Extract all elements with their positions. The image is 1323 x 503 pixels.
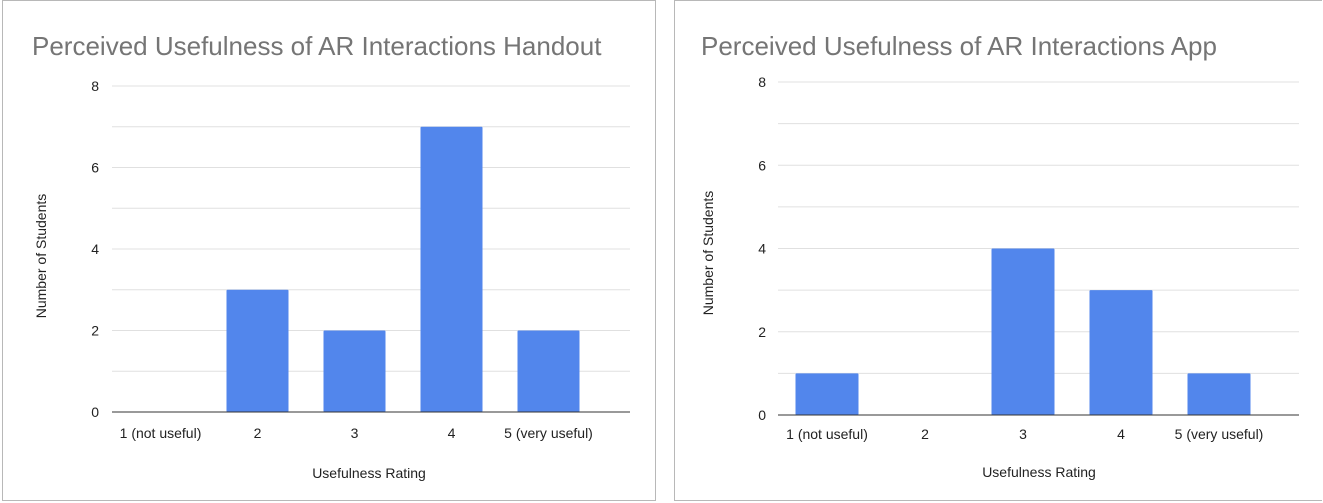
x-category-label: 5 (very useful) <box>504 425 593 441</box>
y-axis-label: Number of Students <box>33 194 49 319</box>
x-category-label: 1 (not useful) <box>120 425 202 441</box>
y-tick-label: 8 <box>91 78 99 94</box>
x-category-label: 1 (not useful) <box>786 426 868 442</box>
bar-4 <box>420 126 483 412</box>
chart-panel-handout: Perceived Usefulness of AR Interactions … <box>2 0 656 501</box>
bar-4 <box>1089 290 1153 415</box>
x-category-label: 2 <box>921 426 929 442</box>
y-tick-label: 0 <box>758 407 766 423</box>
y-tick-label: 0 <box>91 404 99 420</box>
y-tick-label: 2 <box>91 323 99 339</box>
y-axis-label: Number of Students <box>700 191 716 316</box>
bar-5 <box>1187 373 1251 415</box>
bar-chart-handout: 0 2 4 6 8 1 (not useful) 2 3 4 5 (very useful) Use… <box>33 78 630 481</box>
x-category-label: 2 <box>254 425 262 441</box>
x-axis-label: Usefulness Rating <box>982 464 1096 480</box>
bar-5 <box>517 330 580 412</box>
chart-title: Perceived Usefulness of AR Interactions … <box>701 31 1217 61</box>
x-category-label: 4 <box>448 425 456 441</box>
bar-1 <box>795 373 859 415</box>
bar-chart-app: 0 2 4 6 8 1 (not useful) 2 3 4 5 (very useful) Use… <box>700 74 1299 480</box>
bar-2 <box>226 289 289 412</box>
y-tick-label: 8 <box>758 74 766 90</box>
bar-3 <box>991 248 1055 415</box>
x-category-label: 4 <box>1117 426 1125 442</box>
x-category-label: 3 <box>351 425 359 441</box>
x-axis-label: Usefulness Rating <box>312 465 426 481</box>
bar-3 <box>323 330 386 412</box>
chart-panel-app: Perceived Usefulness of AR Interactions … <box>674 0 1322 501</box>
y-tick-label: 6 <box>91 160 99 176</box>
y-tick-label: 2 <box>758 324 766 340</box>
y-tick-label: 4 <box>758 241 766 257</box>
chart-title: Perceived Usefulness of AR Interactions … <box>32 31 602 61</box>
x-category-label: 3 <box>1019 426 1027 442</box>
y-tick-label: 4 <box>91 241 99 257</box>
x-category-label: 5 (very useful) <box>1175 426 1264 442</box>
y-tick-label: 6 <box>758 157 766 173</box>
